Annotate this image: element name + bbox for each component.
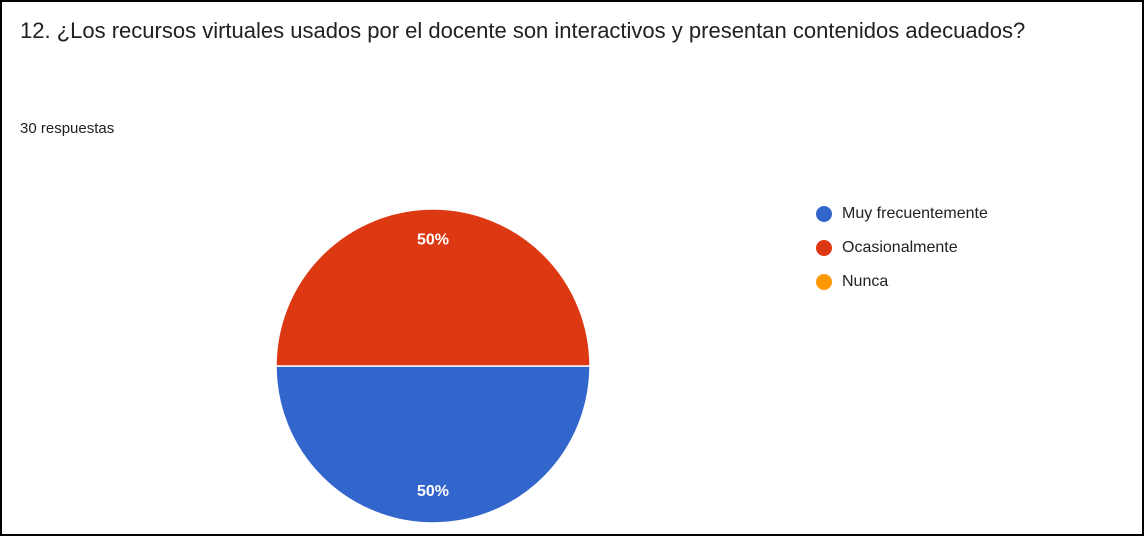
pie-slice — [275, 208, 591, 367]
pie-slice — [275, 365, 591, 524]
legend-label: Muy frecuentemente — [842, 205, 988, 222]
legend-label: Ocasionalmente — [842, 239, 958, 256]
chart-title: 12. ¿Los recursos virtuales usados por e… — [20, 18, 1026, 43]
legend-swatch — [816, 240, 832, 256]
legend-swatch — [816, 206, 832, 222]
chart-subtitle: 30 respuestas — [20, 120, 115, 137]
slice-label: 50% — [417, 483, 449, 500]
legend-swatch — [816, 274, 832, 290]
slice-label: 50% — [417, 232, 449, 249]
legend-label: Nunca — [842, 273, 888, 290]
